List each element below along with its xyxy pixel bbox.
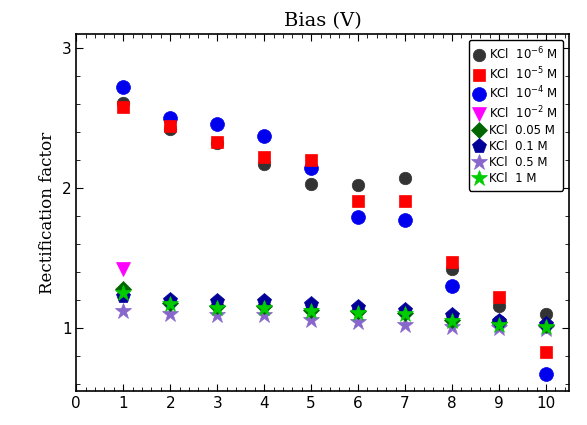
KCl  0.1 M (402, 307, 409, 312)
KCl  $10^{-4}$ M (448, 283, 456, 289)
KCl  0.5 M (402, 323, 409, 328)
KCl  $10^{-5}$ M (448, 260, 456, 265)
KCl  $10^{-4}$ M (120, 85, 127, 90)
KCl  $10^{-6}$ M (402, 176, 409, 181)
Line: KCl  0.5 M: KCl 0.5 M (115, 303, 554, 338)
KCl  0.05 M (495, 320, 502, 325)
KCl  $10^{-6}$ M (261, 162, 268, 167)
KCl  $10^{-6}$ M (214, 141, 221, 146)
KCl  0.5 M (120, 309, 127, 314)
KCl  0.1 M (261, 299, 268, 304)
KCl  $10^{-4}$ M (308, 166, 315, 171)
Line: KCl  1 M: KCl 1 M (115, 285, 554, 335)
KCl  $10^{-5}$ M (355, 198, 362, 203)
KCl  1 M (542, 324, 549, 329)
KCl  $10^{-6}$ M (167, 127, 174, 132)
KCl  1 M (167, 302, 174, 307)
KCl  0.05 M (214, 303, 221, 308)
KCl  $10^{-6}$ M (308, 181, 315, 186)
KCl  $10^{-4}$ M (402, 218, 409, 223)
KCl  1 M (402, 312, 409, 317)
Line: KCl  $10^{-6}$ M: KCl $10^{-6}$ M (117, 96, 552, 320)
KCl  0.1 M (120, 293, 127, 298)
KCl  0.5 M (448, 324, 456, 329)
KCl  $10^{-4}$ M (542, 371, 549, 377)
KCl  0.05 M (448, 317, 456, 322)
KCl  0.1 M (214, 299, 221, 304)
KCl  $10^{-5}$ M (120, 104, 127, 109)
KCl  1 M (495, 323, 502, 328)
KCl  0.5 M (167, 312, 174, 317)
KCl  $10^{-5}$ M (402, 198, 409, 203)
KCl  $10^{-5}$ M (167, 124, 174, 129)
KCl  0.05 M (167, 300, 174, 305)
KCl  0.05 M (120, 286, 127, 292)
KCl  $10^{-5}$ M (495, 295, 502, 300)
KCl  $10^{-4}$ M (261, 133, 268, 139)
KCl  $10^{-6}$ M (495, 303, 502, 308)
Line: KCl  $10^{-4}$ M: KCl $10^{-4}$ M (116, 80, 553, 381)
Line: KCl  0.05 M: KCl 0.05 M (118, 283, 551, 331)
Line: KCl  0.1 M: KCl 0.1 M (116, 288, 554, 332)
KCl  0.05 M (355, 309, 362, 314)
KCl  $10^{-4}$ M (214, 121, 221, 126)
KCl  1 M (308, 309, 315, 314)
Title: Bias (V): Bias (V) (284, 11, 362, 30)
KCl  $10^{-4}$ M (495, 320, 502, 325)
KCl  0.5 M (542, 327, 549, 332)
KCl  0.05 M (261, 303, 268, 308)
KCl  0.1 M (542, 321, 549, 326)
KCl  $10^{-6}$ M (120, 100, 127, 105)
KCl  $10^{-6}$ M (355, 183, 362, 188)
KCl  $10^{-5}$ M (261, 155, 268, 160)
Legend: KCl  $10^{-6}$ M, KCl  $10^{-5}$ M, KCl  $10^{-4}$ M, KCl  $10^{-2}$ M, KCl  0.0: KCl $10^{-6}$ M, KCl $10^{-5}$ M, KCl $1… (468, 40, 564, 191)
KCl  0.5 M (261, 313, 268, 318)
KCl  0.5 M (308, 317, 315, 322)
KCl  0.1 M (167, 298, 174, 303)
KCl  $10^{-6}$ M (542, 312, 549, 317)
KCl  0.05 M (542, 323, 549, 328)
KCl  $10^{-5}$ M (214, 139, 221, 144)
KCl  1 M (355, 310, 362, 315)
KCl  0.05 M (308, 307, 315, 312)
KCl  0.5 M (495, 326, 502, 331)
KCl  1 M (120, 290, 127, 295)
KCl  1 M (261, 306, 268, 311)
KCl  $10^{-5}$ M (542, 349, 549, 354)
KCl  $10^{-6}$ M (448, 266, 456, 272)
KCl  0.1 M (308, 302, 315, 307)
KCl  0.1 M (448, 313, 456, 318)
KCl  $10^{-4}$ M (167, 116, 174, 121)
KCl  0.1 M (355, 304, 362, 309)
Line: KCl  $10^{-5}$ M: KCl $10^{-5}$ M (117, 101, 552, 358)
KCl  $10^{-4}$ M (355, 215, 362, 220)
KCl  $10^{-5}$ M (308, 157, 315, 162)
KCl  0.05 M (402, 310, 409, 315)
KCl  0.5 M (355, 320, 362, 325)
Y-axis label: Rectification factor: Rectification factor (39, 131, 56, 294)
KCl  1 M (214, 306, 221, 311)
KCl  0.5 M (214, 313, 221, 318)
KCl  0.1 M (495, 318, 502, 323)
KCl  1 M (448, 318, 456, 323)
